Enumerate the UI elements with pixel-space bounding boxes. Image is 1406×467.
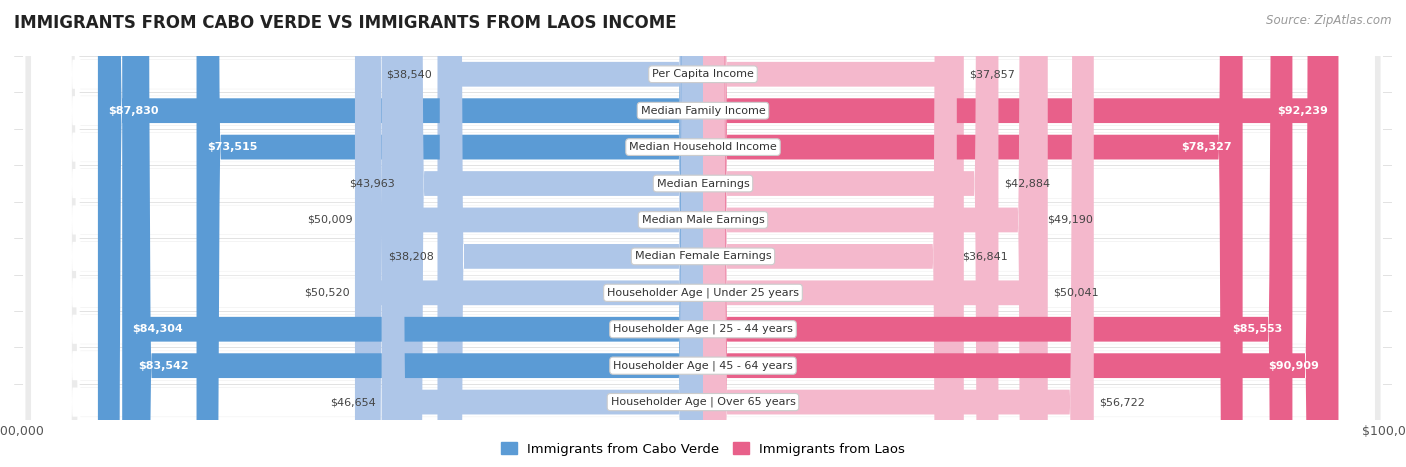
FancyBboxPatch shape bbox=[703, 0, 1094, 467]
Text: $42,884: $42,884 bbox=[1004, 178, 1050, 189]
Text: Per Capita Income: Per Capita Income bbox=[652, 69, 754, 79]
FancyBboxPatch shape bbox=[24, 0, 1382, 467]
FancyBboxPatch shape bbox=[24, 0, 1382, 467]
FancyBboxPatch shape bbox=[24, 0, 1382, 467]
FancyBboxPatch shape bbox=[703, 0, 1292, 467]
FancyBboxPatch shape bbox=[703, 0, 963, 467]
Text: $90,909: $90,909 bbox=[1268, 361, 1319, 371]
FancyBboxPatch shape bbox=[31, 0, 1375, 467]
Text: $37,857: $37,857 bbox=[969, 69, 1015, 79]
FancyBboxPatch shape bbox=[31, 0, 1375, 467]
FancyBboxPatch shape bbox=[24, 0, 1382, 467]
Text: $78,327: $78,327 bbox=[1181, 142, 1232, 152]
FancyBboxPatch shape bbox=[24, 0, 1382, 467]
FancyBboxPatch shape bbox=[31, 0, 1375, 467]
FancyBboxPatch shape bbox=[98, 0, 703, 467]
FancyBboxPatch shape bbox=[703, 0, 957, 467]
Text: Median Family Income: Median Family Income bbox=[641, 106, 765, 116]
FancyBboxPatch shape bbox=[703, 0, 1339, 467]
FancyBboxPatch shape bbox=[703, 0, 1047, 467]
Text: $36,841: $36,841 bbox=[962, 251, 1008, 262]
Text: Median Male Earnings: Median Male Earnings bbox=[641, 215, 765, 225]
Text: $50,520: $50,520 bbox=[304, 288, 350, 298]
Text: Householder Age | Under 25 years: Householder Age | Under 25 years bbox=[607, 288, 799, 298]
FancyBboxPatch shape bbox=[122, 0, 703, 467]
FancyBboxPatch shape bbox=[437, 0, 703, 467]
Text: Householder Age | Over 65 years: Householder Age | Over 65 years bbox=[610, 397, 796, 407]
Text: $46,654: $46,654 bbox=[330, 397, 375, 407]
Text: $49,190: $49,190 bbox=[1047, 215, 1094, 225]
FancyBboxPatch shape bbox=[359, 0, 703, 467]
Text: $92,239: $92,239 bbox=[1277, 106, 1329, 116]
Text: $83,542: $83,542 bbox=[138, 361, 188, 371]
FancyBboxPatch shape bbox=[24, 0, 1382, 467]
FancyBboxPatch shape bbox=[440, 0, 703, 467]
Text: $84,304: $84,304 bbox=[132, 324, 183, 334]
Text: Householder Age | 25 - 44 years: Householder Age | 25 - 44 years bbox=[613, 324, 793, 334]
Text: $73,515: $73,515 bbox=[207, 142, 257, 152]
Text: Median Female Earnings: Median Female Earnings bbox=[634, 251, 772, 262]
FancyBboxPatch shape bbox=[197, 0, 703, 467]
FancyBboxPatch shape bbox=[703, 0, 1243, 467]
Text: Source: ZipAtlas.com: Source: ZipAtlas.com bbox=[1267, 14, 1392, 27]
Text: $38,208: $38,208 bbox=[388, 251, 434, 262]
FancyBboxPatch shape bbox=[31, 0, 1375, 467]
Text: $50,041: $50,041 bbox=[1053, 288, 1099, 298]
FancyBboxPatch shape bbox=[703, 0, 1042, 467]
FancyBboxPatch shape bbox=[703, 0, 1329, 467]
FancyBboxPatch shape bbox=[31, 0, 1375, 467]
Text: Median Household Income: Median Household Income bbox=[628, 142, 778, 152]
FancyBboxPatch shape bbox=[128, 0, 703, 467]
FancyBboxPatch shape bbox=[24, 0, 1382, 467]
FancyBboxPatch shape bbox=[31, 0, 1375, 467]
Text: Median Earnings: Median Earnings bbox=[657, 178, 749, 189]
FancyBboxPatch shape bbox=[31, 0, 1375, 467]
FancyBboxPatch shape bbox=[31, 0, 1375, 467]
Text: $50,009: $50,009 bbox=[308, 215, 353, 225]
Text: $38,540: $38,540 bbox=[387, 69, 432, 79]
FancyBboxPatch shape bbox=[24, 0, 1382, 467]
FancyBboxPatch shape bbox=[24, 0, 1382, 467]
FancyBboxPatch shape bbox=[31, 0, 1375, 467]
Legend: Immigrants from Cabo Verde, Immigrants from Laos: Immigrants from Cabo Verde, Immigrants f… bbox=[496, 437, 910, 461]
FancyBboxPatch shape bbox=[401, 0, 703, 467]
FancyBboxPatch shape bbox=[381, 0, 703, 467]
Text: $87,830: $87,830 bbox=[108, 106, 159, 116]
FancyBboxPatch shape bbox=[31, 0, 1375, 467]
FancyBboxPatch shape bbox=[354, 0, 703, 467]
Text: $85,553: $85,553 bbox=[1232, 324, 1282, 334]
FancyBboxPatch shape bbox=[703, 0, 998, 467]
Text: $43,963: $43,963 bbox=[349, 178, 395, 189]
FancyBboxPatch shape bbox=[24, 0, 1382, 467]
Text: $56,722: $56,722 bbox=[1099, 397, 1144, 407]
Text: Householder Age | 45 - 64 years: Householder Age | 45 - 64 years bbox=[613, 361, 793, 371]
Text: IMMIGRANTS FROM CABO VERDE VS IMMIGRANTS FROM LAOS INCOME: IMMIGRANTS FROM CABO VERDE VS IMMIGRANTS… bbox=[14, 14, 676, 32]
